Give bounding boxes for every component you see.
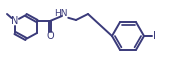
Text: N: N: [11, 16, 19, 26]
Text: HN: HN: [54, 9, 68, 18]
Text: O: O: [46, 31, 54, 41]
Text: I: I: [154, 31, 156, 41]
